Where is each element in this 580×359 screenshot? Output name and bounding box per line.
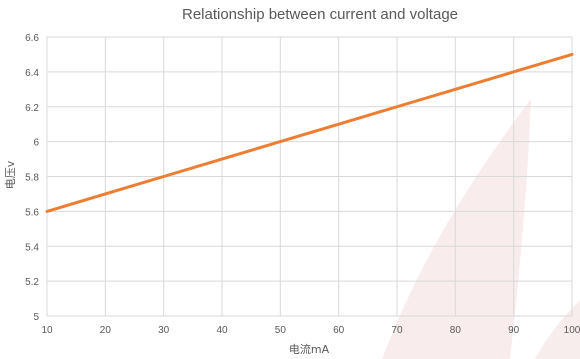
x-tick-label: 40 xyxy=(216,325,228,336)
y-tick-label: 6.4 xyxy=(25,68,39,79)
y-tick-label: 5.2 xyxy=(25,277,39,288)
y-tick-label: 5.6 xyxy=(25,207,39,218)
y-tick-label: 6 xyxy=(33,138,39,149)
x-axis-ticks: 10 20 30 40 50 60 70 80 90 100 xyxy=(41,325,580,336)
y-tick-label: 5 xyxy=(33,312,39,323)
watermark-left-blade xyxy=(382,99,531,359)
x-tick-label: 60 xyxy=(333,325,345,336)
x-tick-label: 100 xyxy=(564,325,580,336)
chart-title: Relationship between current and voltage xyxy=(182,6,458,23)
grid xyxy=(46,36,573,317)
y-tick-label: 6.6 xyxy=(25,33,39,44)
y-tick-label: 5.8 xyxy=(25,173,39,184)
y-tick-label: 6.2 xyxy=(25,103,39,114)
y-axis-label: 电压v xyxy=(4,160,17,189)
x-tick-label: 70 xyxy=(391,325,403,336)
y-axis-ticks: 5 5.2 5.4 5.6 5.8 6 6.2 6.4 6.6 xyxy=(25,33,39,323)
series-layer xyxy=(45,52,574,213)
x-axis-label: 电流mA xyxy=(289,342,330,356)
x-tick-label: 80 xyxy=(450,325,462,336)
x-tick-label: 50 xyxy=(275,325,287,336)
x-tick-label: 90 xyxy=(508,325,520,336)
x-tick-label: 10 xyxy=(41,325,53,336)
x-tick-label: 20 xyxy=(100,325,112,336)
y-tick-label: 5.4 xyxy=(25,242,39,253)
watermark-right-blade xyxy=(535,300,580,359)
series-line xyxy=(45,52,574,213)
x-tick-label: 30 xyxy=(158,325,170,336)
watermark-shape xyxy=(382,99,580,359)
